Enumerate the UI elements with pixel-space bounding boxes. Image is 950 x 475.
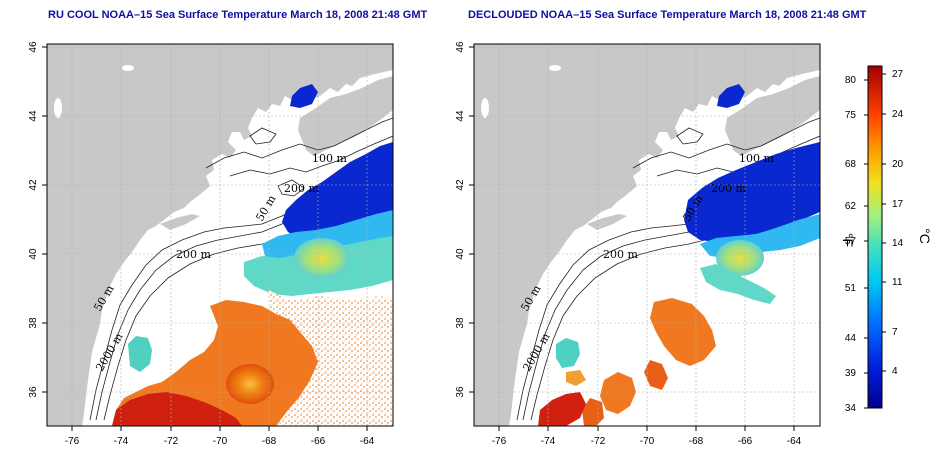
left-label-100m: 100 m (312, 152, 347, 165)
right-y-ticks (469, 46, 474, 393)
right-x-ticks (498, 426, 795, 431)
left-nova-scotia (298, 76, 393, 156)
right-lon-tick-66: -66 (738, 436, 753, 447)
left-hot-core (112, 392, 242, 426)
left-lat-tick-46: 46 (28, 41, 39, 53)
left-lat-tick-38: 38 (28, 317, 39, 329)
left-gridlines (47, 44, 393, 426)
left-map-panel: 100 m 200 m 200 m 50 m 50 m 2000 m (28, 41, 394, 447)
colorbar-f-tickmarks (864, 79, 868, 409)
colorbar-f-tick-62: 62 (845, 201, 857, 212)
right-map-panel: 100 m 200 m 200 m 50 m 50 m 2000 m (455, 41, 821, 447)
colorbar-f-tick-57: 57 (845, 236, 857, 247)
left-cold-patch-bay (290, 84, 318, 108)
right-lon-tick-72: -72 (591, 436, 606, 447)
right-lat-tick-40: 40 (455, 248, 466, 260)
left-lon-tick-72: -72 (164, 436, 179, 447)
colorbar-f-tick-68: 68 (845, 159, 857, 170)
left-lon-tick-74: -74 (114, 436, 129, 447)
right-label-200m-north: 200 m (711, 182, 746, 195)
temperature-colorbar: 80 75 68 62 57 51 44 39 34 27 24 20 17 1… (840, 65, 933, 414)
colorbar-c-tick-24: 24 (892, 109, 904, 120)
right-hot-core (538, 392, 586, 426)
colorbar-f-tick-75: 75 (845, 110, 857, 121)
colorbar-c-tickmarks (882, 73, 886, 372)
right-warm-patch-a (650, 298, 716, 366)
right-land-mass (474, 44, 820, 426)
right-warm-patch-b (600, 372, 636, 414)
colorbar-c-tick-11: 11 (892, 277, 903, 288)
colorbar-f-tick-39: 39 (845, 368, 857, 379)
left-mid-water (262, 210, 393, 266)
left-lon-tick-66: -66 (311, 436, 326, 447)
colorbar-f-tick-51: 51 (845, 283, 857, 294)
right-cold-water (684, 142, 820, 242)
right-warm-speck (566, 370, 586, 386)
colorbar-f-tick-80: 80 (845, 75, 857, 86)
right-lon-tick-70: -70 (640, 436, 655, 447)
right-lat-tick-38: 38 (455, 317, 466, 329)
left-warm-core-eddy (294, 238, 350, 278)
left-panel-title: RU COOL NOAA–15 Sea Surface Temperature … (48, 9, 428, 21)
colorbar-c-tick-7: 7 (892, 327, 898, 338)
right-shelf-fringe (700, 264, 776, 304)
left-lon-tick-76: -76 (65, 436, 80, 447)
left-lat-tick-44: 44 (28, 110, 39, 122)
left-land-mass (47, 44, 393, 426)
right-lat-tick-36: 36 (455, 386, 466, 398)
left-label-200m-south: 200 m (176, 248, 211, 261)
left-lat-tick-42: 42 (28, 179, 39, 191)
colorbar-c-tick-27: 27 (892, 69, 904, 80)
right-lon-tick-68: -68 (689, 436, 704, 447)
left-lon-tick-68: -68 (262, 436, 277, 447)
colorbar-c-tick-14: 14 (892, 238, 904, 249)
colorbar-celsius-unit: °C (917, 228, 933, 244)
colorbar-f-tick-44: 44 (845, 333, 857, 344)
right-gridlines (474, 44, 820, 426)
left-isobaths (89, 117, 394, 421)
colorbar-c-tick-17: 17 (892, 199, 904, 210)
colorbar-c-tick-20: 20 (892, 159, 904, 170)
left-cold-water (282, 142, 393, 240)
right-slope-teal (556, 338, 580, 368)
right-lat-tick-46: 46 (455, 41, 466, 53)
right-label-200m-south: 200 m (603, 248, 638, 261)
right-nova-scotia (725, 76, 820, 156)
left-lat-tick-36: 36 (28, 386, 39, 398)
left-label-200m-north: 200 m (284, 182, 319, 195)
colorbar-c-tick-4: 4 (892, 366, 898, 377)
right-lon-tick-74: -74 (541, 436, 556, 447)
colorbar-fahrenheit-unit: °F (840, 233, 856, 247)
colorbar-f-tick-34: 34 (845, 403, 857, 414)
right-lon-tick-76: -76 (492, 436, 507, 447)
left-x-ticks (71, 426, 368, 431)
right-warm-patch-d (582, 398, 604, 426)
left-y-ticks (42, 46, 47, 393)
left-long-island (160, 214, 200, 230)
left-lat-tick-40: 40 (28, 248, 39, 260)
left-gulf-stream-ring (226, 364, 274, 404)
colorbar-gradient (867, 65, 883, 409)
right-lon-tick-64: -64 (787, 436, 802, 447)
right-warm-core-eddy (716, 240, 764, 276)
right-cold-patch-bay (717, 84, 745, 108)
right-long-island (587, 214, 627, 230)
left-slope-teal (128, 336, 152, 372)
right-warm-patch-c (644, 360, 668, 390)
left-lon-tick-70: -70 (213, 436, 228, 447)
left-lon-tick-64: -64 (360, 436, 375, 447)
right-lat-tick-44: 44 (455, 110, 466, 122)
right-lat-tick-42: 42 (455, 179, 466, 191)
right-panel-title: DECLOUDED NOAA–15 Sea Surface Temperatur… (468, 9, 867, 21)
right-label-100m: 100 m (739, 152, 774, 165)
